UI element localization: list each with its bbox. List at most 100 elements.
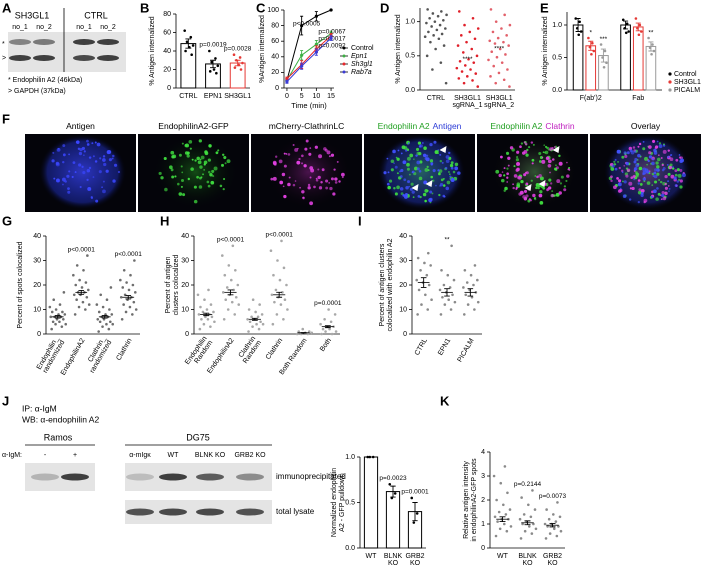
x-tick-label: Clathrin: [115, 337, 133, 361]
fluorescent-spot: [629, 149, 633, 153]
y-tick-label: 0.0: [552, 87, 562, 94]
annotation: **: [648, 30, 654, 37]
data-point: [429, 40, 432, 44]
x-tick-label: GRB2 KO: [405, 553, 424, 567]
fluorescent-spot: [635, 163, 639, 168]
fluorescent-spot: [75, 140, 80, 144]
fluorescent-spot: [567, 168, 570, 171]
data-point: [440, 269, 443, 272]
error-bar: [549, 523, 556, 528]
fluorescent-spot: [184, 143, 188, 147]
data-point: [534, 527, 538, 531]
text-line: Percent of antigen clusters: [379, 243, 386, 326]
data-point: [493, 515, 497, 519]
fluorescent-spot: [542, 186, 546, 190]
fluorescent-spot: [519, 145, 522, 149]
data-point: [439, 313, 443, 316]
fluorescent-spot: [409, 153, 414, 158]
fluorescent-spot: [662, 144, 666, 147]
data-point: [333, 313, 337, 316]
fluorescent-spot: [655, 197, 659, 201]
data-point: [60, 325, 64, 328]
data-point: [232, 288, 236, 292]
fluorescent-spot: [452, 170, 456, 174]
data-point: [423, 261, 426, 265]
fluorescent-spot: [287, 182, 291, 187]
fluorescent-spot: [566, 174, 570, 178]
data-point: [85, 295, 89, 299]
y-tick-label: 20: [399, 282, 407, 289]
fluorescent-spot: [558, 191, 562, 195]
fluorescent-spot: [613, 160, 616, 163]
data-point: [492, 64, 496, 68]
fluorescent-spot: [432, 179, 435, 182]
data-point: [455, 66, 459, 70]
data-point: [423, 35, 427, 38]
fluorescent-spot: [523, 189, 528, 193]
fluorescent-spot: [530, 141, 534, 144]
data-point: [530, 532, 534, 535]
data-point: [461, 51, 465, 54]
data-point: [257, 327, 261, 331]
data-point: [131, 283, 135, 287]
data-point: [261, 322, 265, 326]
data-point: [497, 71, 501, 75]
fluorescent-spot: [654, 145, 659, 149]
fluorescent-spot: [673, 176, 677, 180]
fluorescent-spot: [432, 169, 436, 173]
fluorescent-spot: [664, 175, 668, 179]
data-point: [552, 513, 555, 516]
blot-band: [61, 473, 89, 481]
y-axis-label: %Antigen internalized: [259, 15, 266, 83]
data-point: [80, 286, 84, 289]
y-tick-label: 80: [271, 22, 279, 29]
data-point: [434, 47, 437, 51]
row-label: immunoprecipitated: [276, 472, 346, 481]
fluorescent-spot: [654, 180, 658, 184]
text-line: KO: [388, 560, 399, 567]
y-tick-label: 1.0: [552, 22, 562, 29]
fluorescent-spot: [653, 174, 658, 179]
fluorescent-spot: [415, 154, 418, 157]
x-axis-label: Time (min): [291, 101, 327, 110]
fluorescent-spot: [547, 159, 552, 164]
error-bar: [125, 295, 132, 300]
fluorescent-spot: [636, 175, 639, 178]
fluorescent-spot: [407, 142, 410, 145]
x-tick-label: 15: [327, 93, 335, 100]
data-point: [506, 68, 509, 71]
y-tick-label: 10: [33, 306, 41, 313]
fluorescent-spot: [669, 154, 672, 157]
fluorescent-spot: [681, 173, 686, 178]
fluorescent-spot: [83, 154, 85, 157]
fluorescent-spot: [208, 144, 212, 148]
image-label: Endophilin A2 Clathrin: [490, 121, 575, 131]
fluorescent-spot: [542, 151, 545, 154]
fluorescent-spot: [102, 189, 106, 194]
fluorescent-spot: [394, 192, 398, 196]
data-point: [108, 308, 111, 311]
data-point: [215, 71, 218, 75]
fluorescent-spot: [621, 171, 624, 174]
fluorescent-spot: [197, 160, 202, 165]
fluorescent-spot: [103, 162, 107, 167]
fluorescent-spot: [108, 158, 112, 162]
fluorescent-spot: [616, 149, 621, 154]
data-point: [432, 34, 435, 37]
fluorescent-spot: [328, 155, 331, 158]
fluorescent-spot: [390, 159, 395, 164]
y-axis-label: % Antigen internalized: [149, 16, 156, 85]
blot-legend: * Endophilin A2 (46kDa): [8, 77, 82, 84]
fluorescent-spot: [219, 184, 223, 188]
fluorescent-spot: [434, 150, 439, 155]
fluorescent-spot: [325, 179, 329, 183]
data-point: [280, 239, 283, 243]
fluorescent-spot: [553, 146, 556, 148]
fluorescent-spot: [439, 159, 443, 163]
fluorescent-spot: [302, 196, 305, 199]
fluorescent-spot: [639, 183, 643, 186]
fluorescent-spot: [555, 192, 560, 197]
data-point: [599, 43, 603, 46]
data-point: [431, 12, 435, 15]
legend-marker: [668, 72, 672, 76]
